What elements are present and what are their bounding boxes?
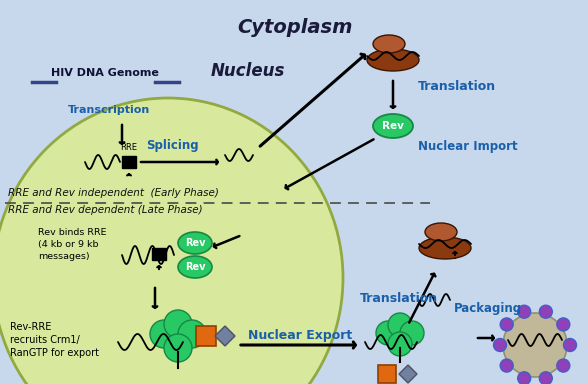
Ellipse shape: [178, 232, 212, 254]
Circle shape: [563, 339, 576, 351]
Circle shape: [493, 339, 506, 351]
Ellipse shape: [373, 35, 405, 53]
FancyBboxPatch shape: [196, 326, 216, 346]
Circle shape: [500, 359, 513, 372]
Text: Rev: Rev: [185, 238, 205, 248]
Text: Splicing: Splicing: [146, 139, 198, 152]
Ellipse shape: [178, 256, 212, 278]
Circle shape: [150, 320, 178, 348]
Text: Nuclear Export: Nuclear Export: [248, 328, 352, 341]
Circle shape: [500, 318, 513, 331]
Circle shape: [539, 372, 552, 384]
Circle shape: [388, 332, 412, 356]
FancyBboxPatch shape: [152, 248, 166, 260]
Text: RRE and Rev dependent (Late Phase): RRE and Rev dependent (Late Phase): [8, 205, 203, 215]
Text: Transcription: Transcription: [68, 105, 151, 115]
Text: Packaging: Packaging: [454, 302, 522, 315]
Ellipse shape: [0, 98, 343, 384]
Circle shape: [557, 359, 570, 372]
Circle shape: [539, 305, 552, 318]
Text: Translation: Translation: [360, 292, 438, 305]
Circle shape: [376, 321, 400, 345]
Circle shape: [517, 372, 531, 384]
Text: RRE: RRE: [121, 143, 138, 152]
FancyBboxPatch shape: [378, 365, 396, 383]
Text: Cytoplasm: Cytoplasm: [237, 18, 353, 37]
Circle shape: [388, 313, 412, 337]
Circle shape: [400, 321, 424, 345]
Ellipse shape: [425, 223, 457, 241]
Text: RRE and Rev independent  (Early Phase): RRE and Rev independent (Early Phase): [8, 188, 219, 198]
Text: Rev binds RRE
(4 kb or 9 kb
messages): Rev binds RRE (4 kb or 9 kb messages): [38, 228, 106, 261]
Text: Rev-RRE
recruits Crm1/
RanGTP for export: Rev-RRE recruits Crm1/ RanGTP for export: [10, 322, 99, 358]
Text: Nucleus: Nucleus: [211, 62, 285, 80]
Ellipse shape: [373, 114, 413, 138]
Text: Translation: Translation: [418, 80, 496, 93]
Text: Rev: Rev: [185, 262, 205, 272]
Text: Rev: Rev: [382, 121, 404, 131]
Circle shape: [164, 310, 192, 338]
Ellipse shape: [367, 49, 419, 71]
Polygon shape: [215, 326, 235, 346]
Circle shape: [178, 320, 206, 348]
Text: HIV DNA Genome: HIV DNA Genome: [51, 68, 159, 78]
Ellipse shape: [419, 237, 471, 259]
Circle shape: [517, 305, 531, 318]
Circle shape: [503, 313, 567, 377]
Circle shape: [164, 334, 192, 362]
Text: Nuclear Import: Nuclear Import: [418, 140, 517, 153]
FancyBboxPatch shape: [122, 156, 136, 168]
Circle shape: [557, 318, 570, 331]
Polygon shape: [399, 365, 417, 383]
